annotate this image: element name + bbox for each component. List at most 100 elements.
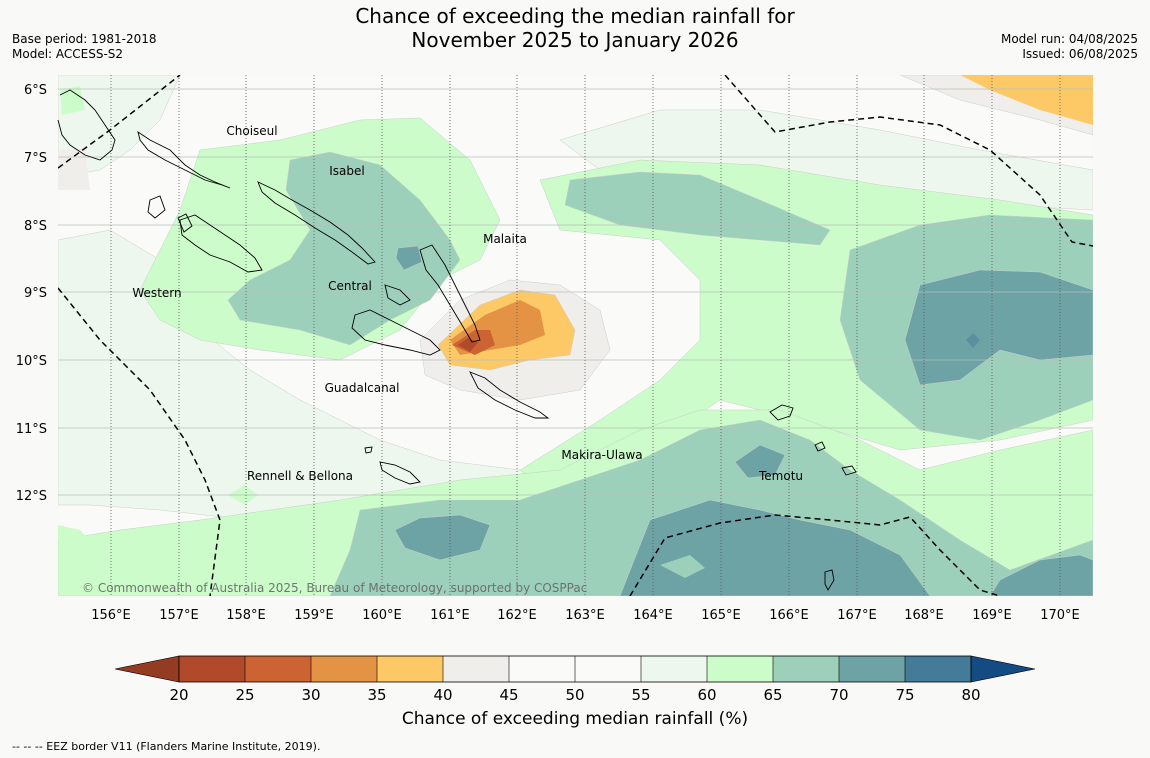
colorbar-ticks: 20 25 30 35 40 45 50 55 60 65 70 75 80	[169, 686, 980, 704]
province-label-isabel: Isabel	[329, 164, 364, 178]
colorbar-75-80	[905, 656, 971, 682]
lat-label: 11°S	[16, 422, 47, 437]
meta-left: Base period: 1981-2018 Model: ACCESS-S2	[12, 32, 157, 62]
band-40-45-nw	[58, 148, 90, 190]
province-labels: Choiseul Isabel Malaita Central Western …	[132, 124, 803, 483]
lon-label: 156°E	[91, 608, 131, 623]
rennell-coast	[379, 461, 421, 485]
lon-label: 167°E	[837, 608, 877, 623]
eez-north-east	[724, 75, 1093, 247]
lon-label: 168°E	[904, 608, 944, 623]
colorbar-tick: 70	[829, 686, 848, 704]
colorbar-20-25	[179, 656, 245, 682]
map-title: Chance of exceeding the median rainfall …	[0, 4, 1150, 52]
province-label-temotu: Temotu	[758, 469, 803, 483]
copyright-note: © Commonwealth of Australia 2025, Bureau…	[82, 581, 587, 595]
lat-label: 8°S	[24, 219, 47, 234]
band-65-70-pocket	[660, 555, 705, 578]
makira-coast	[469, 371, 550, 419]
band-70-75-small	[734, 444, 786, 479]
province-label-malaita: Malaita	[483, 232, 527, 246]
province-label-western: Western	[132, 286, 181, 300]
base-period: Base period: 1981-2018	[12, 32, 157, 46]
province-label-rennell-bellona: Rennell & Bellona	[247, 469, 353, 483]
colorbar-above-triangle	[970, 655, 1036, 683]
contour-layer	[58, 75, 1093, 596]
colorbar-tick: 25	[235, 686, 254, 704]
lat-label: 12°S	[16, 489, 47, 504]
bougainville-coast	[57, 89, 116, 161]
province-label-choiseul: Choiseul	[226, 124, 277, 138]
lat-label: 9°S	[24, 286, 47, 301]
colorbar-65-70	[773, 656, 839, 682]
colorbar-25-30	[245, 656, 311, 682]
temotu-small-3	[824, 569, 835, 591]
colorbar-tick: 45	[499, 686, 518, 704]
band-70-75-se	[619, 499, 931, 596]
choiseul-coast	[137, 130, 231, 189]
lat-label: 10°S	[16, 354, 47, 369]
model-run: Model run: 04/08/2025	[1000, 32, 1138, 46]
colorbar-45-50	[509, 656, 575, 682]
lon-label: 164°E	[633, 608, 673, 623]
lon-label: 165°E	[701, 608, 741, 623]
colorbar-50-55	[575, 656, 641, 682]
colorbar-55-60	[641, 656, 707, 682]
santa-cruz-coast	[769, 404, 794, 421]
lat-label: 6°S	[24, 83, 47, 98]
colorbar-60-65	[707, 656, 773, 682]
bellona-island	[364, 446, 373, 454]
lon-label: 170°E	[1040, 608, 1080, 623]
band-70-75-dot	[966, 333, 980, 348]
lon-label: 159°E	[294, 608, 334, 623]
temotu-small	[814, 441, 826, 452]
lon-label: 163°E	[565, 608, 605, 623]
issued-date: Issued: 06/08/2025	[1022, 47, 1138, 61]
colorbar	[114, 655, 1036, 683]
malaita-coast	[419, 244, 481, 343]
colorbar-tick: 60	[697, 686, 716, 704]
title-line-1: Chance of exceeding the median rainfall …	[355, 4, 795, 28]
colorbar-70-75	[839, 656, 905, 682]
colorbar-label: Chance of exceeding median rainfall (%)	[401, 709, 749, 729]
meta-right: Model run: 04/08/2025 Issued: 06/08/2025	[1001, 32, 1138, 62]
new-georgia-2	[179, 214, 263, 273]
lon-label: 166°E	[769, 608, 809, 623]
colorbar-dividers	[244, 656, 906, 682]
new-georgia-coast	[147, 195, 166, 219]
florida-islands	[384, 284, 411, 306]
band-70-75-south	[394, 514, 491, 561]
province-label-guadalcanal: Guadalcanal	[325, 381, 400, 395]
model-name: Model: ACCESS-S2	[12, 47, 124, 61]
band-60-65-west-bottom	[58, 525, 90, 545]
colorbar-30-35	[311, 656, 377, 682]
province-label-central: Central	[328, 279, 372, 293]
title-line-2: November 2025 to January 2026	[411, 28, 739, 52]
eez-footer-note: -- -- -- EEZ border V11 (Flanders Marine…	[12, 740, 321, 753]
coastlines	[57, 89, 857, 591]
lon-label: 158°E	[226, 608, 266, 623]
band-70-75-island	[395, 245, 423, 271]
lon-label: 157°E	[159, 608, 199, 623]
eez-south-east	[629, 514, 1001, 596]
lat-labels: 6°S 7°S 8°S 9°S 10°S 11°S 12°S	[16, 83, 47, 504]
lon-label: 169°E	[972, 608, 1012, 623]
band-65-70-east	[564, 171, 831, 246]
colorbar-below-triangle	[114, 655, 180, 683]
colorbar-tick: 55	[631, 686, 650, 704]
colorbar-tick: 30	[301, 686, 320, 704]
colorbar-40-45	[443, 656, 509, 682]
lon-label: 162°E	[497, 608, 537, 623]
eez-borders	[58, 75, 1093, 596]
colorbar-tick: 50	[565, 686, 584, 704]
province-label-makira-ulawa: Makira-Ulawa	[561, 448, 642, 462]
colorbar-35-40	[377, 656, 443, 682]
temotu-small-2	[841, 465, 857, 476]
colorbar-tick: 75	[895, 686, 914, 704]
colorbar-tick: 40	[433, 686, 452, 704]
isabel-coast	[257, 181, 376, 265]
colorbar-tick: 20	[169, 686, 188, 704]
band-70-75-se2	[989, 554, 1093, 596]
lon-label: 161°E	[430, 608, 470, 623]
